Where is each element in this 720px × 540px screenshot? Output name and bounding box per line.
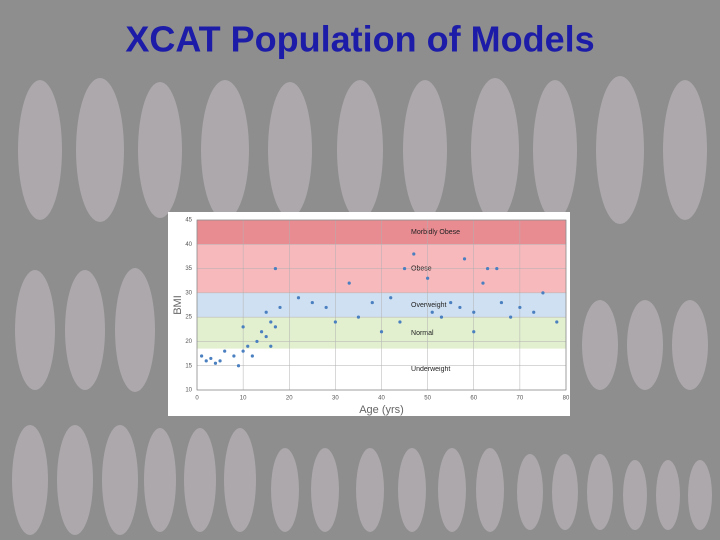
point: [518, 305, 522, 310]
x-tick-label: 70: [517, 396, 524, 402]
point: [555, 320, 559, 324]
point: [481, 281, 485, 285]
x-tick-label: 60: [470, 396, 477, 402]
point: [241, 325, 245, 329]
point: [439, 315, 444, 319]
point: [398, 320, 402, 324]
y-tick-label: 45: [185, 218, 192, 224]
point: [259, 330, 264, 334]
point: [495, 266, 499, 271]
x-tick-label: 0: [195, 396, 199, 402]
x-tick-label: 20: [286, 396, 293, 402]
x-tick-label: 30: [332, 396, 339, 402]
point: [241, 349, 245, 353]
point: [333, 320, 337, 324]
point: [273, 325, 278, 329]
point: [499, 300, 504, 305]
point: [472, 330, 476, 334]
point: [204, 359, 208, 363]
y-tick-label: 25: [185, 315, 192, 321]
band-label: Overweight: [411, 302, 446, 309]
plot-frame: [196, 219, 567, 391]
point: [541, 291, 545, 295]
point: [264, 310, 268, 314]
band-label: Underweight: [411, 366, 450, 373]
point: [472, 310, 476, 314]
point: [310, 300, 314, 305]
point: [356, 315, 361, 319]
point: [223, 349, 227, 353]
y-tick-label: 15: [185, 363, 192, 369]
y-tick-label: 35: [185, 266, 192, 272]
point: [532, 310, 536, 314]
band-label: Normal: [411, 330, 434, 337]
x-tick-label: 10: [240, 396, 247, 402]
y-tick-label: 40: [185, 242, 192, 248]
point: [430, 310, 434, 314]
point: [462, 257, 467, 261]
point: [218, 359, 222, 363]
point: [264, 334, 268, 339]
point: [269, 320, 273, 324]
x-tick-label: 40: [378, 396, 385, 402]
point: [246, 344, 250, 348]
point: [269, 344, 273, 348]
point: [412, 252, 416, 256]
x-tick-label: 80: [563, 396, 570, 402]
chart: Morbidly Obese Obese Overweight Normal Under…: [172, 218, 570, 416]
figure-row: [12, 76, 712, 535]
point: [236, 364, 241, 368]
point: [379, 330, 384, 334]
point: [324, 305, 328, 310]
point: [449, 300, 453, 305]
point: [296, 296, 301, 300]
y-tick-label: 10: [185, 388, 192, 394]
point: [458, 305, 462, 310]
point: [255, 339, 259, 344]
slide-title: XCAT Population of Models: [125, 19, 594, 60]
point: [213, 361, 218, 365]
point: [250, 354, 254, 358]
point: [200, 354, 204, 358]
point: [273, 266, 278, 271]
point: [209, 356, 213, 361]
y-tick-label: 30: [185, 290, 192, 296]
x-axis-label: Age (yrs): [359, 404, 404, 416]
point: [485, 266, 490, 271]
x-tick-label: 50: [424, 396, 431, 402]
y-axis-label: BMI: [172, 295, 184, 315]
point: [232, 354, 236, 358]
point: [402, 266, 407, 271]
point: [278, 305, 282, 310]
point: [426, 276, 430, 280]
point: [370, 300, 374, 305]
point: [389, 296, 393, 300]
point: [347, 281, 351, 285]
y-tick-label: 20: [185, 339, 192, 345]
band-label: Morbidly Obese: [411, 229, 460, 236]
band-label: Obese: [411, 265, 432, 272]
point: [509, 315, 513, 319]
